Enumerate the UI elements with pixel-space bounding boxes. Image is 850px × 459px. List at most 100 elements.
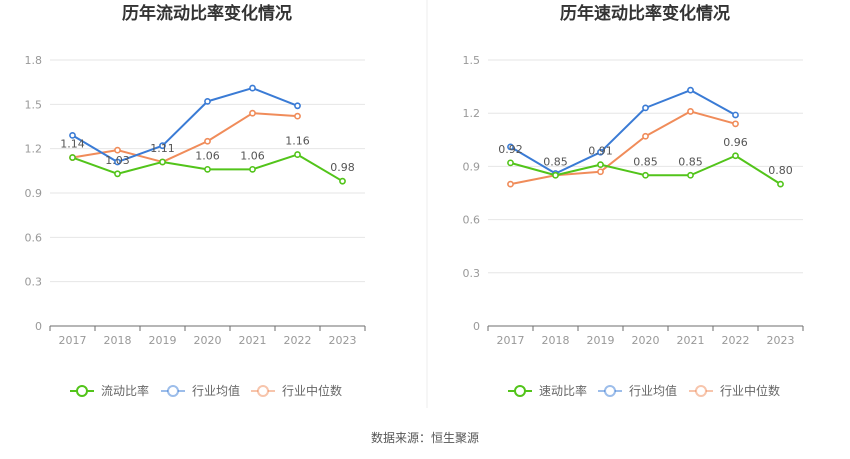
data-point-industry-mean <box>732 111 739 119</box>
x-tick-label: 2018 <box>542 334 570 347</box>
data-label: 0.92 <box>498 143 523 156</box>
legend-item-industry-mean: 行业均值 <box>598 383 677 398</box>
data-label: 0.98 <box>330 161 355 174</box>
data-label: 0.91 <box>588 145 613 158</box>
x-tick-label: 2022 <box>722 334 750 347</box>
chart-title: 历年流动比率变化情况 <box>122 3 292 24</box>
data-point-industry-median <box>114 146 121 154</box>
y-tick-label: 0.9 <box>463 160 481 173</box>
legend-label: 行业中位数 <box>720 383 780 398</box>
data-point-ratio <box>249 165 256 173</box>
data-point-ratio <box>687 171 694 179</box>
y-tick-label: 1.5 <box>463 54 481 67</box>
data-label: 1.16 <box>285 135 310 148</box>
data-point-industry-mean <box>204 97 211 105</box>
y-tick-label: 0.3 <box>463 267 481 280</box>
data-point-industry-mean <box>114 158 121 166</box>
legend-marker <box>257 385 269 397</box>
data-point-ratio <box>642 171 649 179</box>
data-label: 1.14 <box>60 138 85 151</box>
data-point-industry-mean <box>642 104 649 112</box>
x-tick-label: 2019 <box>149 334 177 347</box>
y-tick-label: 0.9 <box>25 187 43 200</box>
data-point-ratio <box>159 158 166 166</box>
x-tick-label: 2023 <box>767 334 795 347</box>
data-point-ratio <box>507 159 514 167</box>
data-point-industry-median <box>687 108 694 115</box>
data-point-industry-median <box>204 137 211 145</box>
data-label: 1.06 <box>240 149 265 162</box>
y-tick-label: 1.5 <box>25 98 43 111</box>
data-point-ratio <box>597 161 604 169</box>
data-point-ratio <box>552 171 559 179</box>
legend-item-industry-median: 行业中位数 <box>689 383 780 398</box>
legend-marker <box>76 385 88 397</box>
quick-ratio-chart: 历年速动比率变化情况 0 0.3 0.6 0.9 1.2 1.5 2017 2018 2019 20… <box>463 3 804 398</box>
data-label: 0.85 <box>543 155 568 168</box>
y-tick-label: 0.6 <box>463 214 481 227</box>
series-line-industry-mean <box>509 89 736 175</box>
data-point-industry-mean <box>507 143 514 151</box>
data-point-ratio <box>777 180 784 188</box>
data-point-ratio <box>339 177 346 185</box>
data-point-industry-mean <box>597 148 604 156</box>
y-tick-label: 1.8 <box>25 54 43 67</box>
legend-label: 行业均值 <box>629 383 677 398</box>
data-point-ratio <box>732 152 739 160</box>
x-tick-label: 2021 <box>239 334 267 347</box>
data-label: 0.96 <box>723 136 748 149</box>
x-tick-label: 2022 <box>284 334 312 347</box>
data-label: 0.85 <box>678 155 703 168</box>
legend-label: 行业中位数 <box>282 383 342 398</box>
data-point-industry-median <box>249 109 256 117</box>
y-tick-label: 1.2 <box>25 143 43 156</box>
data-point-industry-median <box>507 180 514 188</box>
data-point-ratio <box>204 165 211 173</box>
legend-item-ratio: 速动比率 <box>508 383 587 398</box>
data-source-text: 数据来源：恒生聚源 <box>371 430 479 445</box>
chart-title: 历年速动比率变化情况 <box>560 3 730 24</box>
series-line-industry-median <box>72 112 298 163</box>
x-tick-label: 2021 <box>677 334 705 347</box>
data-point-ratio <box>294 151 301 158</box>
legend-marker <box>695 385 707 397</box>
y-tick-label: 0 <box>473 320 480 333</box>
series-line-industry-median <box>510 110 736 186</box>
x-tick-label: 2020 <box>632 334 660 347</box>
x-tick-label: 2017 <box>59 334 87 347</box>
y-tick-label: 1.2 <box>463 107 481 120</box>
data-point-industry-median <box>642 132 649 140</box>
legend-item-ratio: 流动比率 <box>70 383 149 398</box>
current-ratio-chart: 历年流动比率变化情况 0 0.3 0.6 0.9 1.2 1.5 1.8 2017 2018 201… <box>25 3 366 398</box>
data-point-industry-median <box>732 120 739 128</box>
data-point-ratio <box>69 154 76 161</box>
x-tick-label: 2023 <box>329 334 357 347</box>
x-tick-label: 2017 <box>497 334 525 347</box>
data-point-industry-mean <box>159 142 166 150</box>
data-point-ratio <box>114 170 121 178</box>
series-line-industry-mean <box>71 87 298 163</box>
data-point-industry-mean <box>294 102 301 110</box>
y-tick-label: 0.6 <box>25 231 43 244</box>
data-label: 1.03 <box>105 154 130 167</box>
data-label: 0.80 <box>768 164 793 177</box>
legend-item-industry-mean: 行业均值 <box>161 383 240 398</box>
data-label: 1.11 <box>150 142 175 155</box>
x-tick-label: 2019 <box>587 334 615 347</box>
legend-label: 速动比率 <box>539 383 587 398</box>
data-point-industry-mean <box>69 131 76 139</box>
y-tick-label: 0.3 <box>25 276 43 289</box>
data-point-industry-median <box>597 168 604 176</box>
legend-label: 流动比率 <box>101 383 149 398</box>
data-label: 1.06 <box>195 149 220 162</box>
data-point-industry-mean <box>687 86 694 94</box>
y-tick-label: 0 <box>35 320 42 333</box>
data-point-industry-mean <box>249 84 256 92</box>
data-point-industry-median <box>294 112 301 120</box>
x-tick-label: 2018 <box>104 334 132 347</box>
x-tick-label: 2020 <box>194 334 222 347</box>
legend-item-industry-median: 行业中位数 <box>251 383 342 398</box>
legend-marker <box>604 385 616 397</box>
legend-marker <box>514 385 526 397</box>
